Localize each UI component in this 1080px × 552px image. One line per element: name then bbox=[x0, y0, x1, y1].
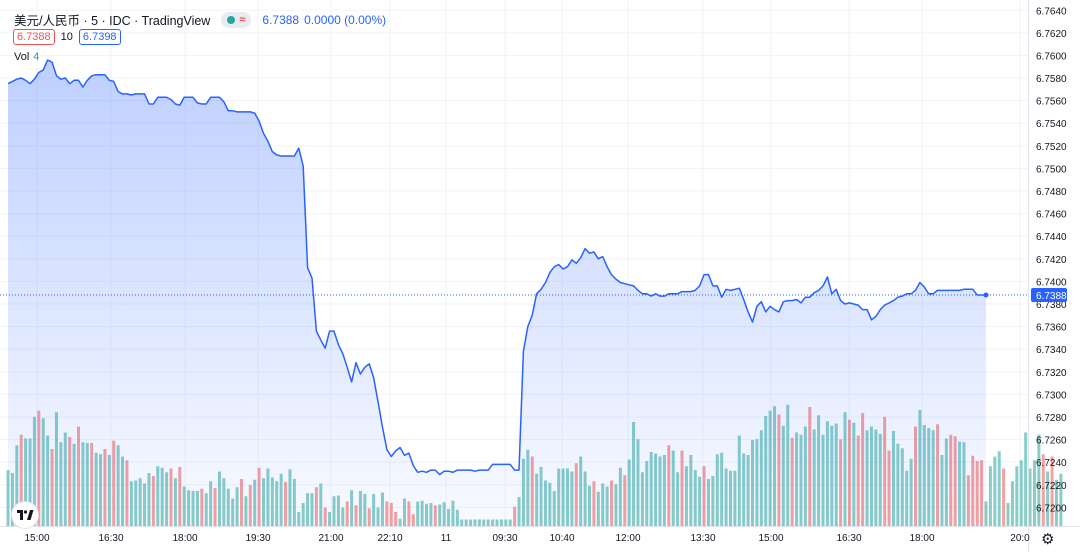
volume-bar bbox=[1006, 503, 1010, 527]
price-tick-label: 6.7440 bbox=[1036, 232, 1067, 243]
ask-price[interactable]: 6.7398 bbox=[78, 29, 121, 45]
price-tick-label: 6.7240 bbox=[1036, 458, 1067, 469]
volume-label: Vol bbox=[14, 51, 30, 63]
bid-ask-row: 6.7388 10 6.7398 bbox=[13, 29, 121, 45]
time-tick-label: 15:00 bbox=[24, 533, 49, 544]
volume-bar bbox=[1010, 481, 1014, 527]
volume-bar bbox=[1028, 468, 1032, 527]
time-tick-label: 18:00 bbox=[172, 533, 197, 544]
volume-bar bbox=[1032, 460, 1036, 527]
gear-icon[interactable]: ⚙ bbox=[1041, 531, 1055, 548]
price-tick-label: 6.7600 bbox=[1036, 51, 1067, 62]
time-tick-label: 19:30 bbox=[245, 533, 270, 544]
volume-bar bbox=[997, 451, 1001, 527]
last-price-dot bbox=[983, 292, 989, 298]
price-tick-label: 6.7300 bbox=[1036, 390, 1067, 401]
last-price-label-bg bbox=[1031, 287, 1067, 302]
market-status-badge[interactable]: ≈ bbox=[221, 11, 252, 28]
market-open-dot-icon bbox=[227, 15, 236, 24]
price-tick-label: 6.7580 bbox=[1036, 74, 1067, 85]
tradingview-logo-icon[interactable]: TV bbox=[12, 502, 38, 528]
price-axis: 6.7640 6.7620 6.7600 6.7580 6.7560 6.7540 6.75… bbox=[1036, 6, 1067, 514]
volume-legend: Vol 4 bbox=[14, 51, 39, 63]
price-tick-label: 6.7340 bbox=[1036, 345, 1067, 356]
data-delay-icon: ≈ bbox=[239, 13, 246, 26]
volume-bar bbox=[1050, 456, 1054, 527]
time-tick-label: 11 bbox=[441, 533, 452, 544]
volume-bar bbox=[1002, 468, 1006, 527]
volume-value: 4 bbox=[33, 51, 40, 63]
price-tick-label: 6.7640 bbox=[1036, 6, 1067, 17]
price-tick-label: 6.7400 bbox=[1036, 277, 1067, 288]
time-axis: 15:00 16:30 18:00 19:30 21:00 22:10 11 09:30 10:… bbox=[24, 533, 1030, 544]
bid-price[interactable]: 6.7388 bbox=[13, 29, 55, 45]
price-tick-label: 6.7460 bbox=[1036, 210, 1067, 221]
price-area-fill bbox=[8, 60, 986, 526]
time-tick-label: 10:40 bbox=[549, 533, 574, 544]
time-tick-label: 13:30 bbox=[690, 533, 715, 544]
time-tick-label: 12:00 bbox=[615, 533, 640, 544]
price-line bbox=[7, 59, 986, 476]
price-change: 0.0000 (0.00%) bbox=[304, 12, 387, 27]
volume-bar bbox=[1046, 471, 1050, 527]
time-tick-label: 09:30 bbox=[492, 533, 517, 544]
time-tick-label: 16:30 bbox=[98, 533, 123, 544]
price-tick-label: 6.7200 bbox=[1036, 503, 1067, 514]
symbol-legend: 美元/人民币 · 5 · IDC · TradingView ≈ 6.7388 … bbox=[14, 10, 386, 29]
last-price: 6.7388 bbox=[262, 12, 300, 27]
price-tick-label: 6.7360 bbox=[1036, 323, 1067, 334]
time-tick-label: 15:00 bbox=[758, 533, 783, 544]
volume-bar bbox=[1019, 460, 1023, 527]
spread-value: 10 bbox=[60, 31, 73, 43]
volume-bar bbox=[1015, 466, 1019, 527]
symbol-name[interactable]: 美元/人民币 · 5 · IDC · TradingView bbox=[14, 14, 211, 28]
price-tick-label: 6.7380 bbox=[1036, 300, 1067, 311]
time-tick-label: 20:0 bbox=[1010, 533, 1030, 544]
volume-bar bbox=[1041, 454, 1045, 527]
price-tick-label: 6.7540 bbox=[1036, 119, 1067, 130]
price-tick-label: 6.7220 bbox=[1036, 481, 1067, 492]
last-price-label: 6.7388 bbox=[1031, 287, 1067, 302]
price-tick-label: 6.7620 bbox=[1036, 29, 1067, 40]
time-tick-label: 22:10 bbox=[377, 533, 402, 544]
time-tick-label: 16:30 bbox=[836, 533, 861, 544]
volume-bar bbox=[988, 466, 992, 527]
price-tick-label: 6.7260 bbox=[1036, 436, 1067, 447]
time-tick-label: 21:00 bbox=[318, 533, 343, 544]
price-tick-label: 6.7280 bbox=[1036, 413, 1067, 424]
volume-bar bbox=[1024, 432, 1028, 527]
price-tick-label: 6.7560 bbox=[1036, 97, 1067, 108]
time-tick-label: 18:00 bbox=[909, 533, 934, 544]
price-tick-label: 6.7420 bbox=[1036, 255, 1067, 266]
price-tick-label: 6.7320 bbox=[1036, 368, 1067, 379]
volume-bar bbox=[1037, 434, 1041, 527]
price-tick-label: 6.7520 bbox=[1036, 142, 1067, 153]
volume-bar bbox=[1054, 479, 1058, 527]
price-tick-label: 6.7480 bbox=[1036, 187, 1067, 198]
volume-bar bbox=[993, 456, 997, 527]
price-tick-label: 6.7500 bbox=[1036, 164, 1067, 175]
last-price-label-text: 6.7388 bbox=[1036, 291, 1067, 302]
volume-bar bbox=[1059, 473, 1063, 527]
